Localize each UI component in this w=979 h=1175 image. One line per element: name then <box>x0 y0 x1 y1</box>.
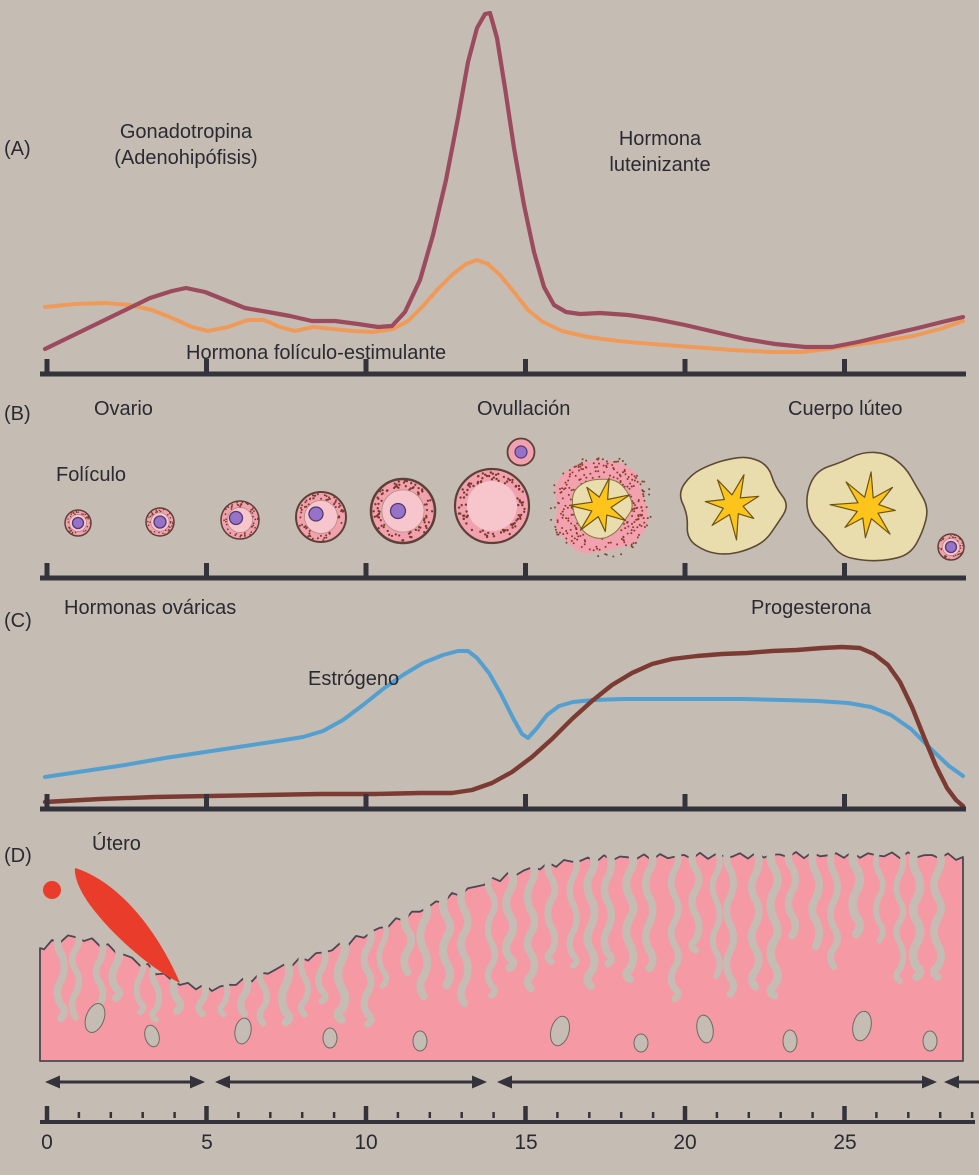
ovarian-hormones-title: Hormonas ováricas <box>64 597 237 619</box>
day-label-10: 10 <box>354 1131 378 1154</box>
endometrium-drawing <box>39 842 964 1062</box>
gonadotropin-curves <box>42 10 966 354</box>
follicle-sequence <box>64 437 965 562</box>
luteinizing-hormone-label: Hormona luteinizante <box>609 126 710 178</box>
ovarian-hormone-curves <box>42 644 966 809</box>
gonadotropin-line2: (Adenohipófisis) <box>114 147 258 169</box>
panel-c-axis <box>40 794 966 812</box>
cycle-phase-arrows <box>45 1075 979 1089</box>
day-label-5: 5 <box>201 1131 213 1154</box>
day-label-15: 15 <box>514 1131 538 1154</box>
panel-a-axis <box>40 359 966 377</box>
estrogen-curve <box>43 649 965 779</box>
panel-b-tag: (B) <box>4 403 31 425</box>
follicle-label: Folículo <box>56 464 127 486</box>
lh-line1: Hormona <box>618 128 702 150</box>
panel-b-axis <box>40 563 966 581</box>
gonadotropin-line1: Gonadotropina <box>119 121 253 143</box>
panel-a-tag: (A) <box>4 138 31 160</box>
gonadotropin-label: Gonadotropina (Adenohipófisis) <box>114 119 257 171</box>
day-label-20: 20 <box>673 1131 697 1154</box>
day-label-25: 25 <box>833 1131 857 1154</box>
ovulation-label: Ovullación <box>477 398 571 420</box>
estrogen-label: Estrógeno <box>308 668 400 690</box>
progesterone-curve <box>42 644 966 809</box>
lh-curve <box>42 10 966 352</box>
panel-d-tag: (D) <box>4 845 32 867</box>
ovary-label: Ovario <box>94 398 153 420</box>
fsh-label: Hormona folículo-estimulante <box>186 342 447 364</box>
corpus-luteum-label: Cuerpo lúteo <box>788 398 903 420</box>
day-axis-ruler <box>40 1106 975 1124</box>
fsh-curve <box>43 258 965 354</box>
panel-c-tag: (C) <box>4 610 32 632</box>
progesterone-label: Progesterona <box>751 597 872 619</box>
uterus-label: Útero <box>92 833 141 855</box>
day-label-0: 0 <box>41 1131 53 1154</box>
lh-line2: luteinizante <box>609 154 711 176</box>
